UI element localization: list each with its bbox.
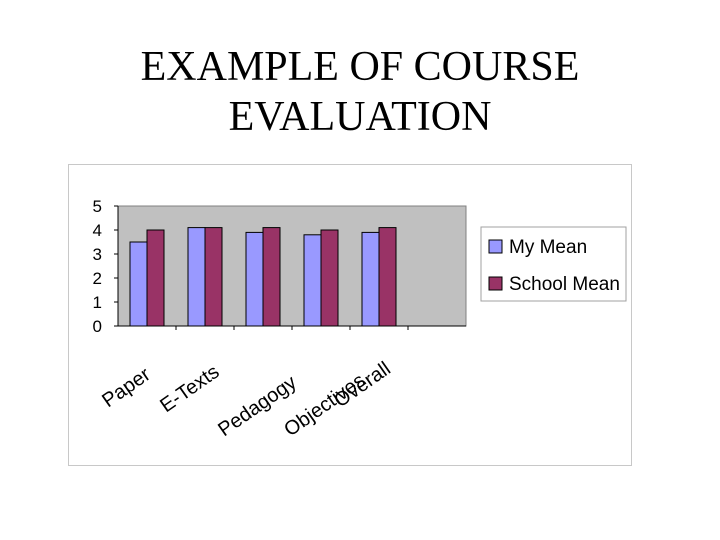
x-category-label: Paper <box>98 363 155 412</box>
y-tick-label: 0 <box>93 317 102 336</box>
y-tick-label: 1 <box>93 293 102 312</box>
legend-label: School Mean <box>509 274 620 295</box>
slide-title-line-1: EXAMPLE OF COURSE <box>140 44 580 90</box>
x-category-label: E-Texts <box>156 361 223 417</box>
bar <box>320 229 339 327</box>
y-tick-label: 4 <box>93 221 102 240</box>
bar <box>378 227 397 327</box>
bar <box>245 231 264 327</box>
slide-title-line-2: EVALUATION <box>228 94 492 140</box>
bar <box>129 241 148 327</box>
bar <box>361 231 380 327</box>
legend-swatch <box>488 276 503 291</box>
legend-box <box>480 226 627 302</box>
slide-title: EXAMPLE OF COURSE EVALUATION <box>0 42 720 142</box>
y-tick-label: 2 <box>93 269 102 288</box>
y-tick-label: 3 <box>93 245 102 264</box>
bar <box>146 229 165 327</box>
plot-area <box>117 205 467 327</box>
bar <box>204 227 223 327</box>
bar <box>187 227 206 327</box>
bar <box>262 227 281 327</box>
y-tick-label: 5 <box>93 197 102 216</box>
legend-swatch <box>488 239 503 254</box>
bar <box>303 234 322 327</box>
legend-label: My Mean <box>509 237 587 258</box>
